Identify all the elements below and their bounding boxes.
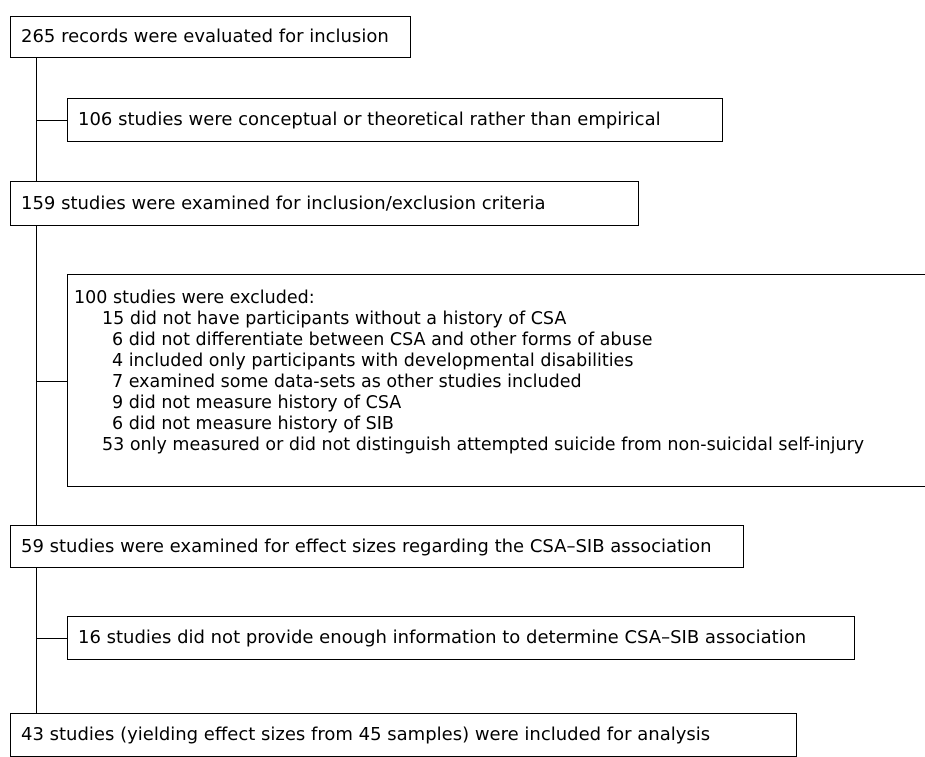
effect-sizes-examined-box: 59 studies were examined for effect size… (10, 525, 744, 568)
main-spine-line (36, 57, 37, 713)
included-analysis-text: 43 studies (yielding effect sizes from 4… (21, 724, 711, 745)
excluded-reason-item: 15 did not have participants without a h… (102, 309, 567, 329)
excluded-reason-item: 53 only measured or did not distinguish … (102, 435, 865, 455)
included-analysis-box: 43 studies (yielding effect sizes from 4… (10, 713, 797, 757)
excluded-reason-item: 6 did not measure history of SIB (112, 414, 394, 434)
effect-sizes-examined-text: 59 studies were examined for effect size… (21, 535, 712, 557)
records-evaluated-box: 265 records were evaluated for inclusion (10, 16, 411, 58)
criteria-examined-box: 159 studies were examined for inclusion/… (10, 181, 639, 226)
connector-to-conceptual (36, 120, 68, 121)
insufficient-info-box: 16 studies did not provide enough inform… (67, 616, 855, 660)
excluded-header-text: 100 studies were excluded: (74, 288, 315, 308)
excluded-studies-box: 100 studies were excluded: 15 did not ha… (67, 274, 925, 487)
conceptual-excluded-box: 106 studies were conceptual or theoretic… (67, 98, 723, 142)
conceptual-excluded-text: 106 studies were conceptual or theoretic… (78, 109, 661, 130)
excluded-reason-item: 7 examined some data-sets as other studi… (112, 372, 582, 392)
connector-to-excluded (36, 381, 68, 382)
excluded-reason-item: 9 did not measure history of CSA (112, 393, 402, 413)
records-evaluated-text: 265 records were evaluated for inclusion (21, 26, 389, 47)
excluded-reason-item: 4 included only participants with develo… (112, 351, 634, 371)
connector-to-insufficient (36, 638, 68, 639)
insufficient-info-text: 16 studies did not provide enough inform… (78, 627, 807, 648)
criteria-examined-text: 159 studies were examined for inclusion/… (21, 192, 546, 214)
excluded-reason-item: 6 did not differentiate between CSA and … (112, 330, 653, 350)
